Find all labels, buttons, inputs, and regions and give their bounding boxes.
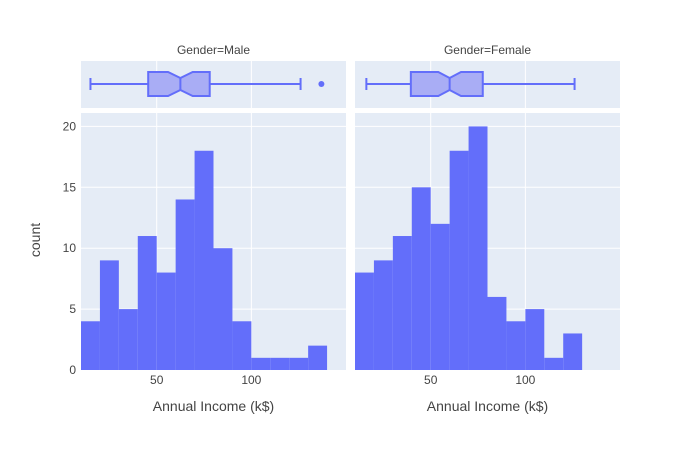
x-tick-label: 50	[150, 373, 164, 387]
histogram-bar	[270, 357, 290, 370]
facet-title: Gender=Female	[444, 43, 531, 57]
histogram-bar	[194, 150, 214, 370]
histogram-bar	[430, 223, 450, 370]
histogram-bar	[175, 199, 195, 370]
histogram-bar	[525, 309, 545, 370]
histogram-bar	[355, 272, 374, 370]
y-tick-label: 0	[69, 363, 76, 377]
histogram-bar	[118, 309, 138, 370]
histogram-bar	[411, 187, 431, 370]
x-tick-label: 100	[515, 373, 535, 387]
x-axis-title: Annual Income (k$)	[427, 398, 548, 414]
histogram-bar	[156, 272, 176, 370]
histogram-bar	[99, 260, 119, 370]
histogram-bar	[506, 321, 526, 370]
y-axis-title: count	[27, 223, 43, 257]
histogram-bar	[544, 357, 564, 370]
histogram-bar	[468, 126, 488, 370]
histogram-bar	[563, 333, 583, 370]
histogram-bar	[373, 260, 393, 370]
histogram-bar	[81, 321, 100, 370]
box-outlier-point	[318, 81, 325, 87]
box-iqr	[147, 71, 211, 97]
histogram-bar	[289, 357, 309, 370]
y-tick-label: 10	[63, 241, 77, 255]
histogram-bar	[308, 345, 328, 370]
histogram-bar	[251, 357, 271, 370]
x-tick-label: 50	[424, 373, 438, 387]
histogram-bar	[137, 236, 157, 370]
y-tick-label: 15	[63, 180, 77, 194]
x-tick-label: 100	[241, 373, 261, 387]
box-iqr	[409, 71, 484, 97]
histogram-bar	[232, 321, 252, 370]
histogram-bar	[487, 296, 507, 370]
x-axis-title: Annual Income (k$)	[153, 398, 274, 414]
histogram-bar	[392, 236, 412, 370]
facet-title: Gender=Male	[177, 43, 250, 57]
histogram-bar	[449, 150, 469, 370]
y-tick-label: 5	[69, 302, 76, 316]
histogram-bar	[213, 248, 233, 370]
y-tick-label: 20	[63, 119, 77, 133]
